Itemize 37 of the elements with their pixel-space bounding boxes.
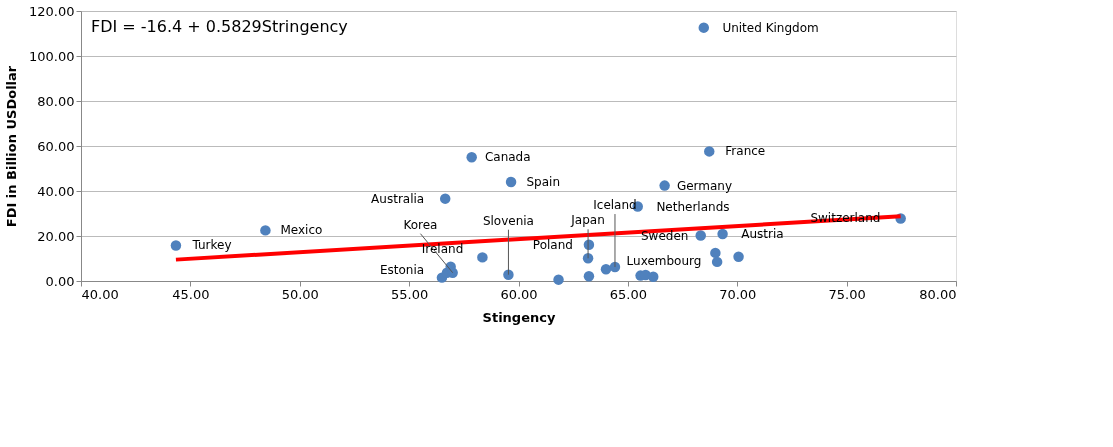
annotation: Australia: [371, 191, 425, 206]
annotation: Austria: [741, 226, 784, 241]
y-tick-label: 40.00: [37, 183, 75, 199]
annotation: Japan: [570, 213, 605, 228]
x-tick-label: 50.00: [281, 286, 319, 302]
y-tick-label: 20.00: [37, 228, 75, 244]
annotation: Canada: [484, 150, 531, 165]
annotation: France: [725, 144, 766, 159]
x-tick-label: 40.00: [81, 286, 119, 302]
annotation: United Kingdom: [722, 20, 819, 35]
annotation: Korea: [403, 217, 438, 232]
y-tick-label: 0.00: [45, 273, 75, 289]
annotation: FDI = -16.4 + 0.5829Stringency: [91, 17, 348, 36]
x-axis-title: Stingency: [482, 309, 556, 325]
y-tick-label: 80.00: [37, 93, 75, 109]
x-tick-label: 65.00: [609, 286, 647, 302]
annotation: Slovenia: [482, 213, 534, 228]
x-tick-label: 80.00: [919, 286, 957, 302]
y-tick-label: 120.00: [29, 3, 75, 19]
annotation: Germany: [676, 178, 733, 193]
x-tick-label: 45.00: [172, 286, 210, 302]
annotation: Estonia: [379, 262, 425, 277]
x-tick-label: 70.00: [719, 286, 757, 302]
annotation: Netherlands: [656, 199, 730, 214]
x-tick-label: 75.00: [828, 286, 866, 302]
y-axis-title: FDI in Billion USDollar: [4, 65, 20, 228]
x-tick-label: 60.00: [500, 286, 538, 302]
annotation: Sweden: [640, 228, 689, 243]
annotation: Turkey: [191, 238, 232, 253]
annotation: Poland: [532, 237, 573, 252]
annotation: Mexico: [280, 223, 323, 238]
annotation: Spain: [526, 175, 561, 189]
y-tick-label: 60.00: [37, 138, 75, 154]
annotation: Luxembourg: [626, 253, 702, 268]
x-tick-label: 55.00: [391, 286, 429, 302]
annotation: Ireland: [421, 242, 464, 257]
y-tick-label: 100.00: [29, 48, 75, 64]
